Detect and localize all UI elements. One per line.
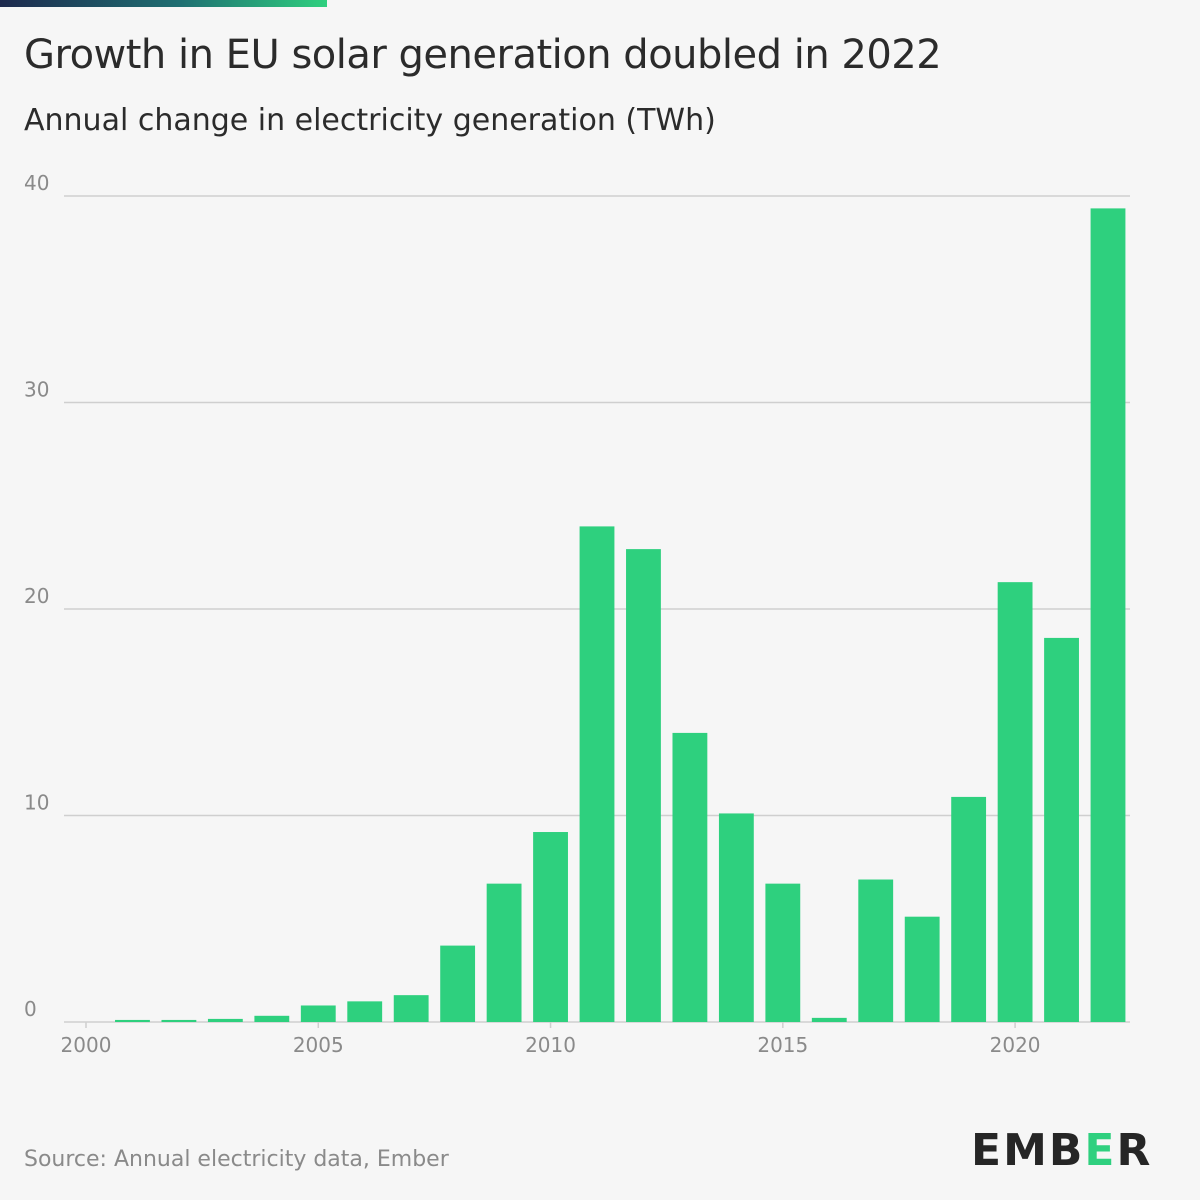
y-tick-label: 20 (24, 584, 49, 608)
x-tick-label: 2010 (525, 1033, 576, 1057)
bar-2011 (579, 526, 615, 1022)
bar-2019 (951, 796, 987, 1022)
bar-2001 (115, 1019, 150, 1022)
bar-2009 (486, 883, 522, 1022)
bar-2021 (1044, 637, 1079, 1022)
bar-2002 (161, 1019, 197, 1022)
bar-2022 (1090, 208, 1126, 1022)
ember-logo-text: EMBER (971, 1124, 1153, 1176)
source-note: Source: Annual electricity data, Ember (24, 1147, 449, 1172)
top-accent-bar (0, 0, 327, 7)
x-tick-label: 2015 (757, 1033, 808, 1057)
bar-2014 (718, 813, 754, 1022)
y-tick-label: 0 (24, 997, 37, 1021)
chart-title: Growth in EU solar generation doubled in… (24, 32, 942, 78)
bar-2013 (672, 732, 708, 1022)
bar-2006 (347, 1001, 383, 1022)
x-tick-label: 2000 (61, 1033, 112, 1057)
bar-2020 (997, 582, 1033, 1022)
x-tick-label: 2005 (293, 1033, 344, 1057)
y-tick-label: 40 (24, 171, 49, 195)
bar-2005 (300, 1005, 336, 1022)
y-tick-label: 30 (24, 378, 49, 402)
bar-2007 (393, 995, 429, 1022)
chart-subtitle: Annual change in electricity generation … (24, 103, 716, 138)
ember-logo: EMBER (971, 1124, 1153, 1176)
bar-2008 (440, 945, 476, 1022)
bar-2016 (811, 1017, 847, 1022)
x-tick-label: 2020 (990, 1033, 1041, 1057)
bar-2018 (904, 916, 940, 1022)
bar-2012 (626, 549, 661, 1022)
bar-2015 (765, 883, 801, 1022)
bar-2003 (207, 1018, 243, 1022)
y-tick-label: 10 (24, 791, 49, 815)
bar-2017 (858, 879, 894, 1022)
bar-2004 (254, 1015, 290, 1022)
bar-2010 (533, 832, 568, 1022)
